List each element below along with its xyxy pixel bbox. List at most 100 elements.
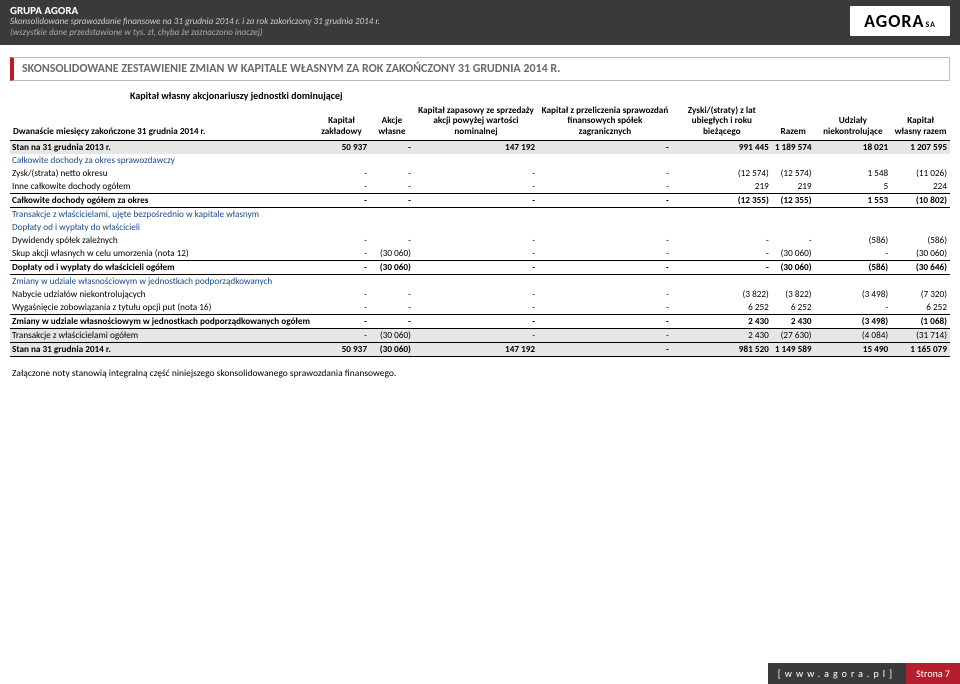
cell-value: (3 822) xyxy=(772,288,815,301)
cell-value: 1 149 589 xyxy=(772,342,815,356)
cell-value: - xyxy=(672,234,772,247)
cell-value: - xyxy=(414,167,538,180)
cell-value: - xyxy=(313,328,370,342)
cell-value: 1 165 079 xyxy=(891,342,950,356)
table-header: Dwanaście miesięcy zakończone 31 grudnia… xyxy=(10,104,950,140)
row-label: Wygaśnięcie zobowiązania z tytułu opcji … xyxy=(10,301,313,315)
col-5: Zyski/(straty) z lat ubiegłych i roku bi… xyxy=(672,104,772,140)
cell-value: 1 207 595 xyxy=(891,140,950,154)
row-label: Dopłaty od i wypłaty do właścicieli xyxy=(10,221,950,234)
cell-value: (30 060) xyxy=(772,260,815,274)
col-1: Kapitał zakładowy xyxy=(313,104,370,140)
cell-value: - xyxy=(538,180,672,194)
cell-value: (30 646) xyxy=(891,260,950,274)
col-7: Udziały niekontrolujące xyxy=(815,104,892,140)
row-label: Transakcje z właścicielami ogółem xyxy=(10,328,313,342)
cell-value: 50 937 xyxy=(313,140,370,154)
table-row: Transakcje z właścicielami ogółem-(30 06… xyxy=(10,328,950,342)
cell-value: - xyxy=(313,193,370,207)
cell-value: (27 630) xyxy=(772,328,815,342)
main-title: SKONSOLIDOWANE ZESTAWIENIE ZMIAN W KAPIT… xyxy=(22,62,941,76)
cell-value: 2 430 xyxy=(672,314,772,328)
cell-value: - xyxy=(538,234,672,247)
table-super-header: Kapitał własny akcjonariuszy jednostki d… xyxy=(10,87,950,104)
cell-value: 147 192 xyxy=(414,342,538,356)
title-box: SKONSOLIDOWANE ZESTAWIENIE ZMIAN W KAPIT… xyxy=(10,57,950,81)
cell-value: (3 822) xyxy=(672,288,772,301)
cell-value: - xyxy=(414,328,538,342)
cell-value: - xyxy=(672,247,772,261)
table-row: Całkowite dochody ogółem za okres----(12… xyxy=(10,193,950,207)
header-text-block: GRUPA AGORA Skonsolidowane sprawozdanie … xyxy=(10,4,380,39)
cell-value: - xyxy=(772,234,815,247)
table-body: Stan na 31 grudnia 2013 r.50 937-147 192… xyxy=(10,140,950,356)
table-row: Zmiany w udziale własnościowym w jednost… xyxy=(10,314,950,328)
table-row: Zmiany w udziale własnościowym w jednost… xyxy=(10,274,950,288)
cell-value: - xyxy=(313,247,370,261)
page-footer: [www.agora.pl] Strona 7 xyxy=(0,663,960,684)
cell-value: - xyxy=(414,193,538,207)
cell-value: (3 498) xyxy=(815,288,892,301)
cell-value: (7 320) xyxy=(891,288,950,301)
footnote: Załączone noty stanowią integralną część… xyxy=(10,357,950,379)
row-label: Zmiany w udziale własnościowym w jednost… xyxy=(10,314,313,328)
cell-value: 15 490 xyxy=(815,342,892,356)
table-row: Dopłaty od i wypłaty do właścicieli ogół… xyxy=(10,260,950,274)
cell-value: - xyxy=(313,314,370,328)
cell-value: (30 060) xyxy=(891,247,950,261)
cell-value: - xyxy=(538,328,672,342)
cell-value: 1 548 xyxy=(815,167,892,180)
cell-value: (12 355) xyxy=(672,193,772,207)
table-row: Inne całkowite dochody ogółem----2192195… xyxy=(10,180,950,194)
cell-value: 147 192 xyxy=(414,140,538,154)
cell-value: - xyxy=(815,301,892,315)
cell-value: - xyxy=(672,260,772,274)
table-row: Wygaśnięcie zobowiązania z tytułu opcji … xyxy=(10,301,950,315)
cell-value: (30 060) xyxy=(370,342,414,356)
table-row: Skup akcji własnych w celu umorzenia (no… xyxy=(10,247,950,261)
cell-value: - xyxy=(414,247,538,261)
cell-value: 981 520 xyxy=(672,342,772,356)
cell-value: 6 252 xyxy=(672,301,772,315)
cell-value: - xyxy=(538,288,672,301)
cell-value: (12 355) xyxy=(772,193,815,207)
equity-changes-table: Dwanaście miesięcy zakończone 31 grudnia… xyxy=(10,104,950,357)
row-label: Całkowite dochody ogółem za okres xyxy=(10,193,313,207)
footer-url: [www.agora.pl] xyxy=(768,663,906,684)
cell-value: 2 430 xyxy=(772,314,815,328)
table-row: Całkowite dochody za okres sprawozdawczy xyxy=(10,154,950,167)
row-label: Zmiany w udziale własnościowym w jednost… xyxy=(10,274,950,288)
col-6: Razem xyxy=(772,104,815,140)
table-row: Stan na 31 grudnia 2013 r.50 937-147 192… xyxy=(10,140,950,154)
cell-value: - xyxy=(370,140,414,154)
cell-value: (586) xyxy=(815,234,892,247)
cell-value: 18 021 xyxy=(815,140,892,154)
col-2: Akcje własne xyxy=(370,104,414,140)
cell-value: 224 xyxy=(891,180,950,194)
cell-value: - xyxy=(370,167,414,180)
cell-value: (30 060) xyxy=(370,247,414,261)
cell-value: - xyxy=(815,247,892,261)
document-header: GRUPA AGORA Skonsolidowane sprawozdanie … xyxy=(0,0,960,45)
cell-value: 6 252 xyxy=(772,301,815,315)
cell-value: (586) xyxy=(815,260,892,274)
cell-value: - xyxy=(414,260,538,274)
row-label: Zysk/(strata) netto okresu xyxy=(10,167,313,180)
table-row: Dywidendy spółek zależnych------(586)(58… xyxy=(10,234,950,247)
cell-value: - xyxy=(313,301,370,315)
cell-value: - xyxy=(370,288,414,301)
logo-text: AGORA xyxy=(864,10,924,32)
cell-value: (10 802) xyxy=(891,193,950,207)
row-label: Dopłaty od i wypłaty do właścicieli ogół… xyxy=(10,260,313,274)
cell-value: - xyxy=(538,247,672,261)
row-label: Dywidendy spółek zależnych xyxy=(10,234,313,247)
cell-value: - xyxy=(538,301,672,315)
cell-value: - xyxy=(538,342,672,356)
cell-value: 219 xyxy=(772,180,815,194)
cell-value: 1 189 574 xyxy=(772,140,815,154)
content-area: Kapitał własny akcjonariuszy jednostki d… xyxy=(0,87,960,379)
cell-value: - xyxy=(414,234,538,247)
cell-value: - xyxy=(414,288,538,301)
cell-value: (586) xyxy=(891,234,950,247)
cell-value: (30 060) xyxy=(772,247,815,261)
